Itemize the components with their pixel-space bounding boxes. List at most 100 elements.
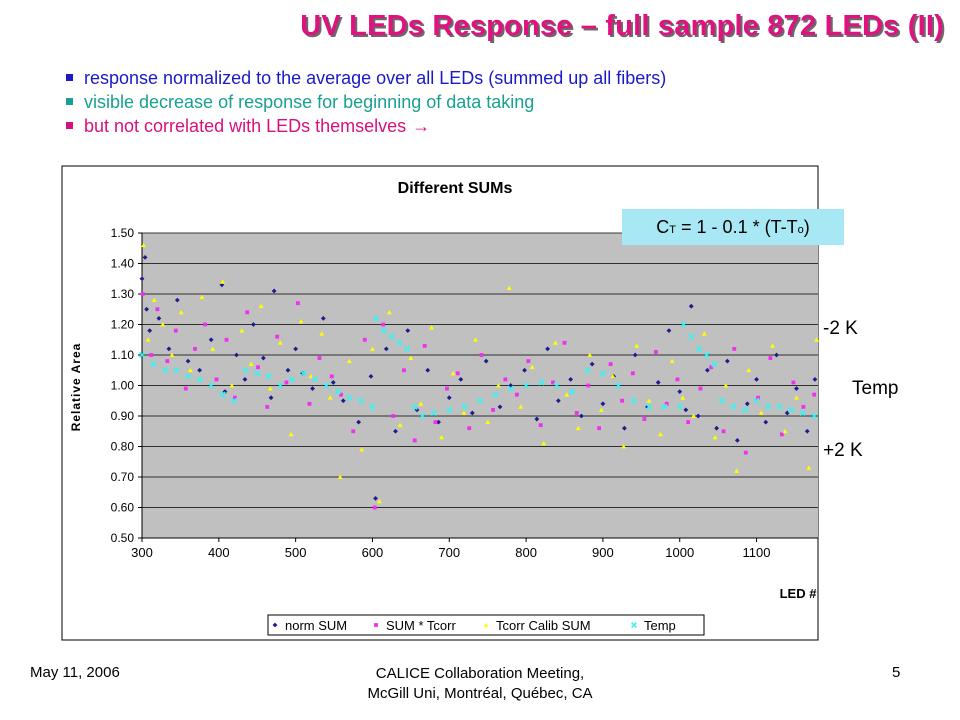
y-axis-label: Relative Area bbox=[69, 343, 83, 432]
data-point-sum-tcorr bbox=[779, 432, 784, 437]
data-point-tcorr-calib-sum bbox=[701, 331, 707, 336]
bullet-item: visible decrease of response for beginni… bbox=[66, 90, 666, 114]
data-point-norm-sum bbox=[268, 395, 274, 401]
data-point-norm-sum bbox=[147, 328, 153, 333]
data-point-temp bbox=[553, 382, 560, 389]
data-point-temp bbox=[703, 351, 710, 359]
x-axis-ticks: 300 400 500 600 700 800 900 1000 1100 bbox=[131, 537, 818, 560]
data-point-sum-tcorr bbox=[173, 328, 178, 333]
data-point-sum-tcorr bbox=[686, 420, 691, 425]
data-point-tcorr-calib-sum bbox=[669, 358, 675, 364]
series-temp bbox=[138, 315, 818, 420]
data-point-temp bbox=[599, 370, 607, 377]
data-point-tcorr-calib-sum bbox=[141, 242, 146, 248]
legend-label-norm-sum: norm SUM bbox=[285, 618, 347, 633]
data-point-sum-tcorr bbox=[608, 362, 613, 367]
data-point-sum-tcorr bbox=[183, 386, 188, 391]
data-point-norm-sum bbox=[568, 377, 574, 382]
legend-label-temp: Temp bbox=[644, 618, 676, 633]
data-point-norm-sum bbox=[677, 389, 683, 394]
data-point-tcorr-calib-sum bbox=[575, 425, 581, 431]
data-point-norm-sum bbox=[632, 352, 638, 358]
temp-correction-formula: CT = 1 - 0.1 * (T-To) bbox=[622, 209, 844, 245]
data-point-norm-sum bbox=[695, 413, 701, 419]
data-point-sum-tcorr bbox=[422, 343, 427, 348]
series-norm-sum bbox=[139, 255, 818, 501]
data-point-norm-sum bbox=[754, 377, 759, 382]
data-point-norm-sum bbox=[469, 410, 475, 416]
data-point-sum-tcorr bbox=[307, 401, 312, 406]
data-point-norm-sum bbox=[446, 395, 452, 401]
data-point-temp bbox=[522, 382, 530, 389]
data-point-sum-tcorr bbox=[801, 404, 806, 409]
data-point-tcorr-calib-sum bbox=[770, 343, 776, 348]
data-point-sum-tcorr bbox=[275, 334, 280, 339]
data-point-temp bbox=[446, 406, 453, 414]
y-tick-label: 1.10 bbox=[111, 348, 135, 362]
data-point-norm-sum bbox=[683, 407, 689, 413]
data-point-sum-tcorr bbox=[155, 307, 160, 312]
data-point-tcorr-calib-sum bbox=[814, 337, 819, 342]
data-point-norm-sum bbox=[310, 386, 315, 391]
data-point-norm-sum bbox=[458, 377, 464, 382]
data-point-tcorr-calib-sum bbox=[418, 401, 424, 406]
data-point-sum-tcorr bbox=[503, 377, 508, 382]
data-point-sum-tcorr bbox=[709, 365, 714, 370]
data-point-tcorr-calib-sum bbox=[187, 367, 193, 373]
data-point-sum-tcorr bbox=[675, 377, 680, 382]
data-point-tcorr-calib-sum bbox=[288, 431, 294, 437]
y-tick-label: 0.80 bbox=[111, 440, 135, 454]
data-point-temp bbox=[388, 333, 395, 340]
data-point-temp bbox=[741, 406, 749, 414]
data-point-tcorr-calib-sum bbox=[298, 319, 304, 324]
data-point-tcorr-calib-sum bbox=[758, 410, 764, 415]
x-tick-label: 900 bbox=[592, 545, 614, 560]
data-point-norm-sum bbox=[534, 416, 540, 422]
data-point-norm-sum bbox=[373, 495, 378, 501]
data-point-norm-sum bbox=[368, 373, 374, 379]
formula-subscript-t: T bbox=[669, 224, 677, 236]
data-point-norm-sum bbox=[208, 337, 214, 343]
data-point-temp bbox=[753, 397, 760, 404]
data-point-tcorr-calib-sum bbox=[658, 431, 663, 437]
data-point-norm-sum bbox=[166, 346, 172, 352]
data-point-norm-sum bbox=[794, 386, 799, 391]
bullet-marker-icon bbox=[66, 122, 73, 129]
data-point-sum-tcorr bbox=[620, 398, 625, 403]
data-point-temp bbox=[461, 403, 468, 411]
data-point-norm-sum bbox=[330, 380, 336, 385]
x-axis-label: LED # bbox=[780, 586, 818, 601]
data-point-temp bbox=[323, 382, 330, 389]
data-point-norm-sum bbox=[600, 401, 606, 407]
legend-marker-norm-sum bbox=[272, 622, 278, 628]
data-point-norm-sum bbox=[688, 303, 694, 309]
data-point-sum-tcorr bbox=[193, 346, 197, 351]
data-point-temp bbox=[380, 327, 388, 334]
data-point-norm-sum bbox=[185, 358, 191, 364]
y-tick-label: 0.60 bbox=[111, 501, 135, 515]
data-point-tcorr-calib-sum bbox=[327, 395, 333, 400]
data-point-tcorr-calib-sum bbox=[646, 398, 652, 403]
data-point-temp bbox=[630, 397, 637, 404]
formula-c: C bbox=[656, 217, 670, 237]
data-point-sum-tcorr bbox=[768, 356, 773, 360]
data-point-sum-tcorr bbox=[574, 411, 579, 415]
data-point-tcorr-calib-sum bbox=[397, 422, 403, 428]
data-point-temp bbox=[207, 382, 215, 389]
data-point-tcorr-calib-sum bbox=[712, 434, 718, 440]
data-point-sum-tcorr bbox=[317, 356, 322, 360]
data-point-norm-sum bbox=[425, 367, 431, 373]
data-point-temp bbox=[242, 367, 249, 374]
x-tick-label: 800 bbox=[515, 545, 537, 560]
data-point-sum-tcorr bbox=[514, 392, 519, 397]
data-point-temp bbox=[288, 376, 295, 383]
data-point-norm-sum bbox=[655, 380, 661, 385]
data-point-temp bbox=[787, 406, 795, 414]
x-tick-label: 500 bbox=[285, 545, 307, 560]
x-tick-label: 1000 bbox=[665, 545, 694, 560]
data-point-sum-tcorr bbox=[743, 450, 748, 455]
data-point-norm-sum bbox=[734, 438, 740, 443]
footer-line-2: McGill Uni, Montréal, Québec, CA bbox=[367, 685, 593, 702]
data-point-sum-tcorr bbox=[224, 337, 229, 342]
data-point-tcorr-calib-sum bbox=[541, 441, 547, 446]
